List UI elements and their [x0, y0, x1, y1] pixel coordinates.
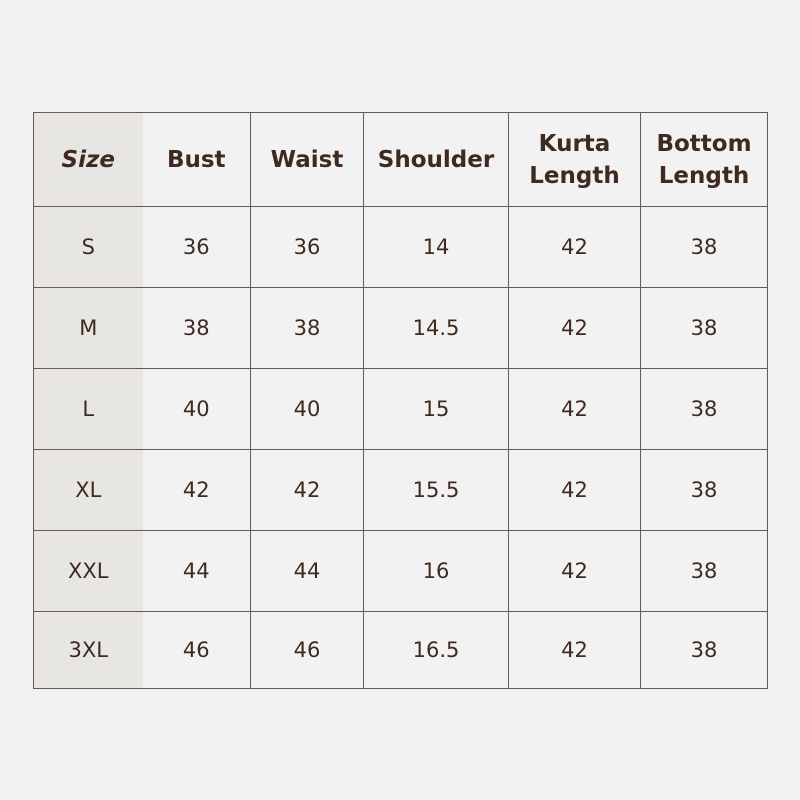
cell-waist: 44	[250, 530, 364, 612]
cell-waist: 38	[250, 287, 364, 369]
header-bust: Bust	[142, 112, 251, 207]
cell-shoulder: 14	[363, 206, 509, 288]
cell-kurta-length: 42	[508, 368, 641, 450]
cell-kurta-length: 42	[508, 287, 641, 369]
cell-shoulder: 15	[363, 368, 509, 450]
table-row: XL 42 42 15.5 42 38	[33, 449, 768, 531]
cell-shoulder: 14.5	[363, 287, 509, 369]
cell-bust: 38	[142, 287, 251, 369]
header-bottom-length: Bottom Length	[640, 112, 768, 207]
cell-bottom-length: 38	[640, 206, 768, 288]
cell-bust: 44	[142, 530, 251, 612]
cell-size: XL	[33, 449, 143, 531]
cell-bottom-length: 38	[640, 368, 768, 450]
table-row: S 36 36 14 42 38	[33, 206, 768, 288]
cell-bottom-length: 38	[640, 611, 768, 689]
cell-bottom-length: 38	[640, 287, 768, 369]
cell-bust: 36	[142, 206, 251, 288]
cell-size: S	[33, 206, 143, 288]
cell-size: L	[33, 368, 143, 450]
cell-kurta-length: 42	[508, 206, 641, 288]
cell-waist: 42	[250, 449, 364, 531]
cell-kurta-length: 42	[508, 530, 641, 612]
cell-shoulder: 15.5	[363, 449, 509, 531]
table-row: 3XL 46 46 16.5 42 38	[33, 611, 768, 689]
cell-size: 3XL	[33, 611, 143, 689]
cell-bust: 46	[142, 611, 251, 689]
cell-shoulder: 16.5	[363, 611, 509, 689]
header-row: Size Bust Waist Shoulder Kurta Length Bottom …	[33, 112, 768, 207]
cell-size: M	[33, 287, 143, 369]
table-row: XXL 44 44 16 42 38	[33, 530, 768, 612]
cell-bottom-length: 38	[640, 530, 768, 612]
header-shoulder: Shoulder	[363, 112, 509, 207]
cell-kurta-length: 42	[508, 449, 641, 531]
cell-waist: 40	[250, 368, 364, 450]
cell-waist: 46	[250, 611, 364, 689]
header-kurta-length: Kurta Length	[508, 112, 641, 207]
cell-bottom-length: 38	[640, 449, 768, 531]
header-waist: Waist	[250, 112, 364, 207]
cell-size: XXL	[33, 530, 143, 612]
cell-bust: 40	[142, 368, 251, 450]
table-row: L 40 40 15 42 38	[33, 368, 768, 450]
cell-kurta-length: 42	[508, 611, 641, 689]
size-chart-table: Size Bust Waist Shoulder Kurta Length Bottom …	[33, 112, 768, 689]
cell-waist: 36	[250, 206, 364, 288]
cell-bust: 42	[142, 449, 251, 531]
cell-shoulder: 16	[363, 530, 509, 612]
header-size: Size	[33, 112, 143, 207]
table-row: M 38 38 14.5 42 38	[33, 287, 768, 369]
